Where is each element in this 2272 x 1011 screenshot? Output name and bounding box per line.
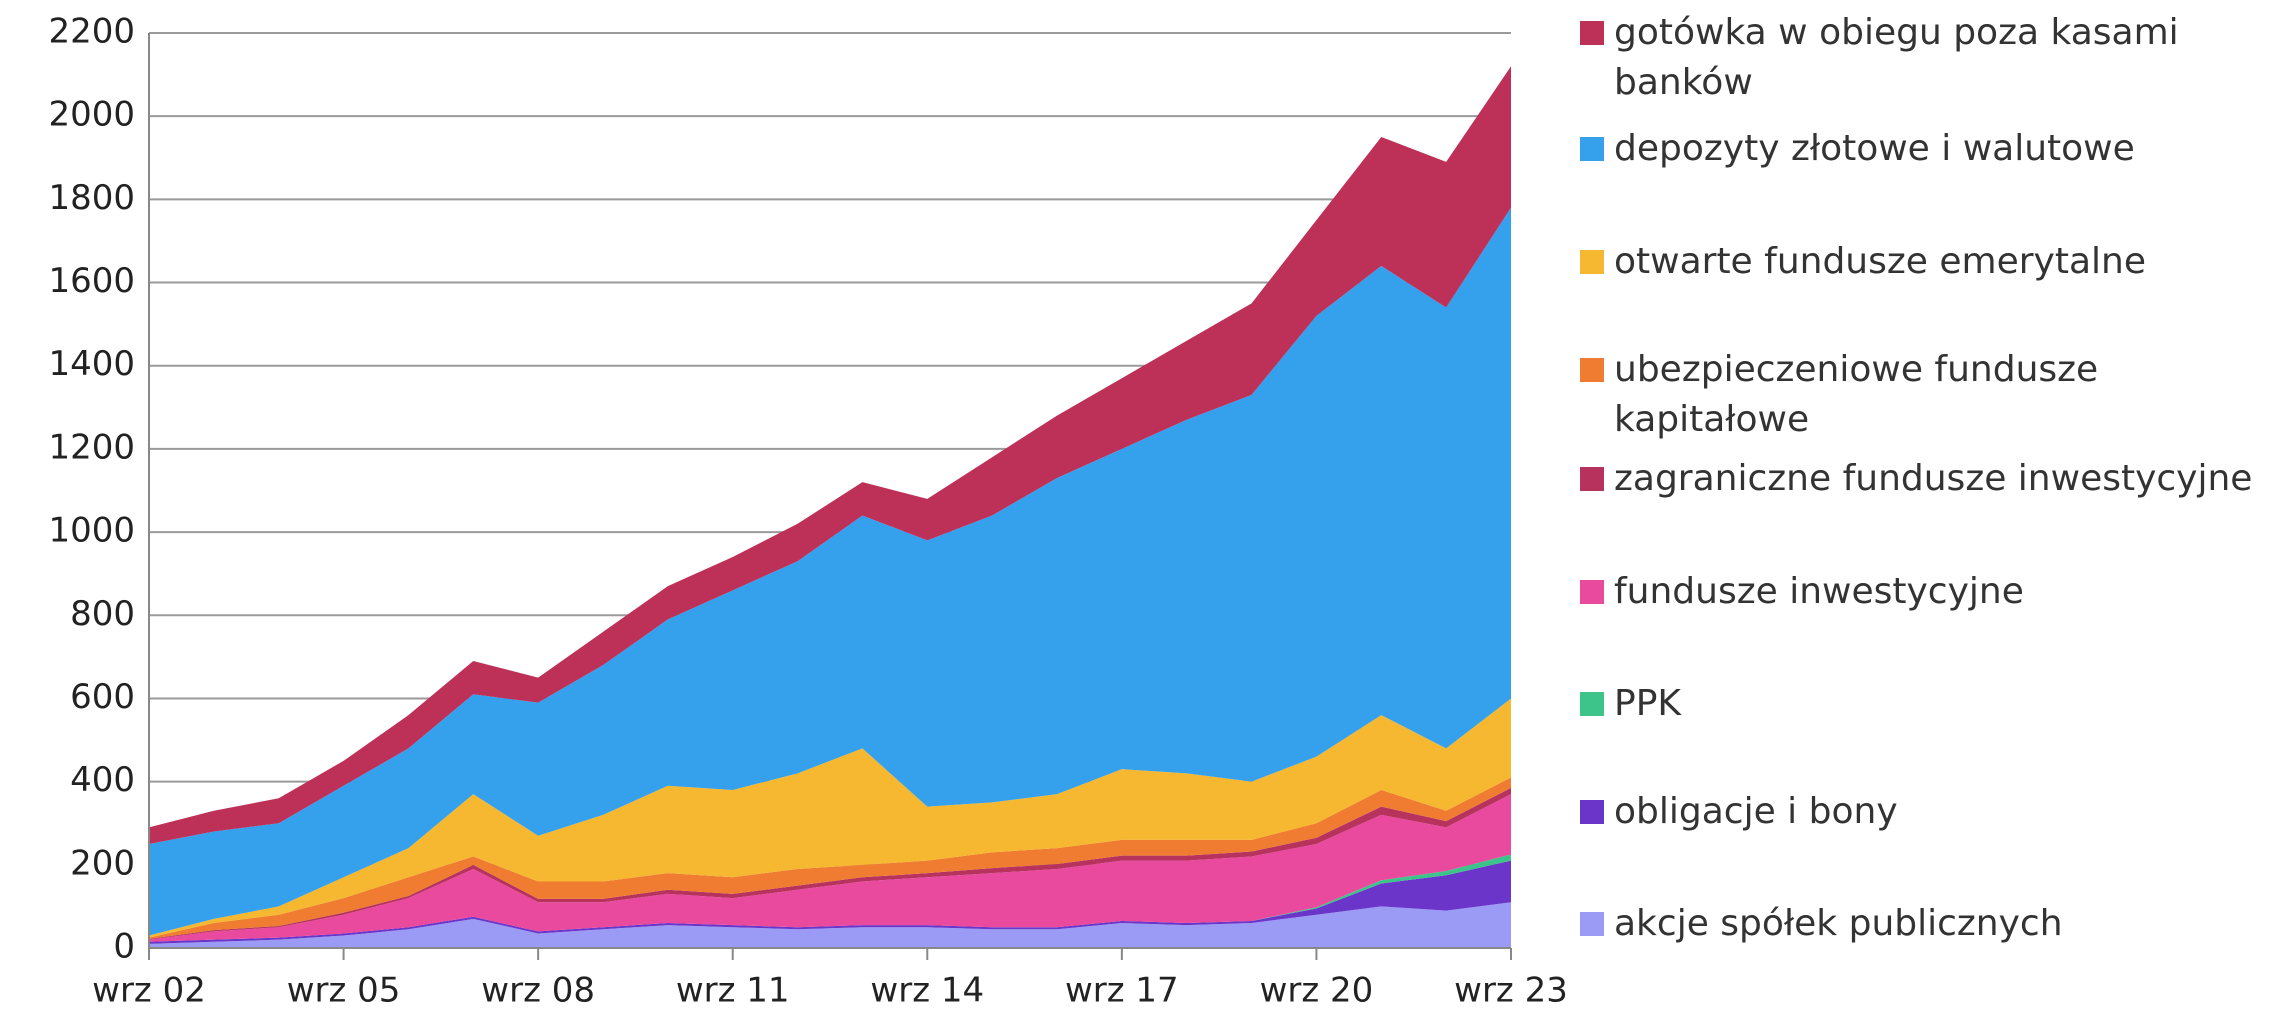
legend-item: depozyty złotowe i walutowe	[1580, 124, 2260, 174]
area	[149, 860, 1511, 944]
legend-item: zagraniczne fundusze inwestycyjne	[1580, 454, 2260, 504]
y-tick-label: 800	[70, 594, 135, 634]
y-tick-label: 0	[113, 927, 135, 967]
area	[149, 207, 1511, 936]
chart: 0 200 400 600 800 1000 1200 1400 1600 1800 2000 220…	[48, 12, 1568, 1011]
x-tick-label: wrz 14	[870, 971, 984, 1011]
x-tick-label: wrz 17	[1065, 971, 1179, 1011]
legend-label: otwarte fundusze emerytalne	[1614, 241, 2146, 282]
y-tick-label: 200	[70, 843, 135, 883]
legend-swatch	[1580, 800, 1604, 824]
legend-item: gotówka w obiegu poza kasami banków	[1580, 8, 2260, 108]
area	[149, 794, 1511, 942]
legend-item: otwarte fundusze emerytalne	[1580, 237, 2260, 287]
legend-item: obligacje i bony	[1580, 787, 2260, 837]
legend-item: PPK	[1580, 679, 2260, 729]
legend-label: depozyty złotowe i walutowe	[1614, 128, 2135, 169]
legend-label: akcje spółek publicznych	[1614, 903, 2063, 944]
legend-swatch	[1580, 692, 1604, 716]
area	[149, 902, 1511, 948]
legend-label: zagraniczne fundusze inwestycyjne	[1614, 458, 2253, 499]
y-tick-label: 2200	[48, 12, 135, 52]
legend-label: obligacje i bony	[1614, 791, 1898, 832]
legend-label: fundusze inwestycyjne	[1614, 571, 2024, 612]
legend-label: gotówka w obiegu poza kasami banków	[1614, 12, 2179, 103]
legend-label: PPK	[1614, 683, 1682, 724]
legend-swatch	[1580, 580, 1604, 604]
y-tick-label: 400	[70, 760, 135, 800]
legend-swatch	[1580, 358, 1604, 382]
legend-item: fundusze inwestycyjne	[1580, 567, 2260, 617]
legend-item: ubezpieczeniowe fundusze kapitałowe	[1580, 345, 2260, 445]
y-tick-label: 2000	[48, 95, 135, 135]
y-tick-label: 1400	[48, 344, 135, 384]
y-tick-label: 1600	[48, 261, 135, 301]
y-tick-label: 1200	[48, 427, 135, 467]
legend-label: ubezpieczeniowe fundusze kapitałowe	[1614, 349, 2099, 440]
legend-item: akcje spółek publicznych	[1580, 899, 2260, 949]
legend-swatch	[1580, 912, 1604, 936]
x-tick-label: wrz 20	[1260, 971, 1374, 1011]
x-tick-label: wrz 02	[92, 971, 206, 1011]
legend-swatch	[1580, 137, 1604, 161]
legend-swatch	[1580, 467, 1604, 491]
area	[149, 777, 1511, 939]
x-tick-label: wrz 11	[676, 971, 790, 1011]
y-tick-label: 600	[70, 677, 135, 717]
area	[149, 698, 1511, 938]
legend-swatch	[1580, 250, 1604, 274]
y-tick-label: 1800	[48, 178, 135, 218]
x-tick-label: wrz 05	[287, 971, 401, 1011]
y-tick-label: 1000	[48, 511, 135, 551]
x-tick-label: wrz 23	[1454, 971, 1568, 1011]
legend-swatch	[1580, 21, 1604, 45]
x-tick-label: wrz 08	[481, 971, 595, 1011]
